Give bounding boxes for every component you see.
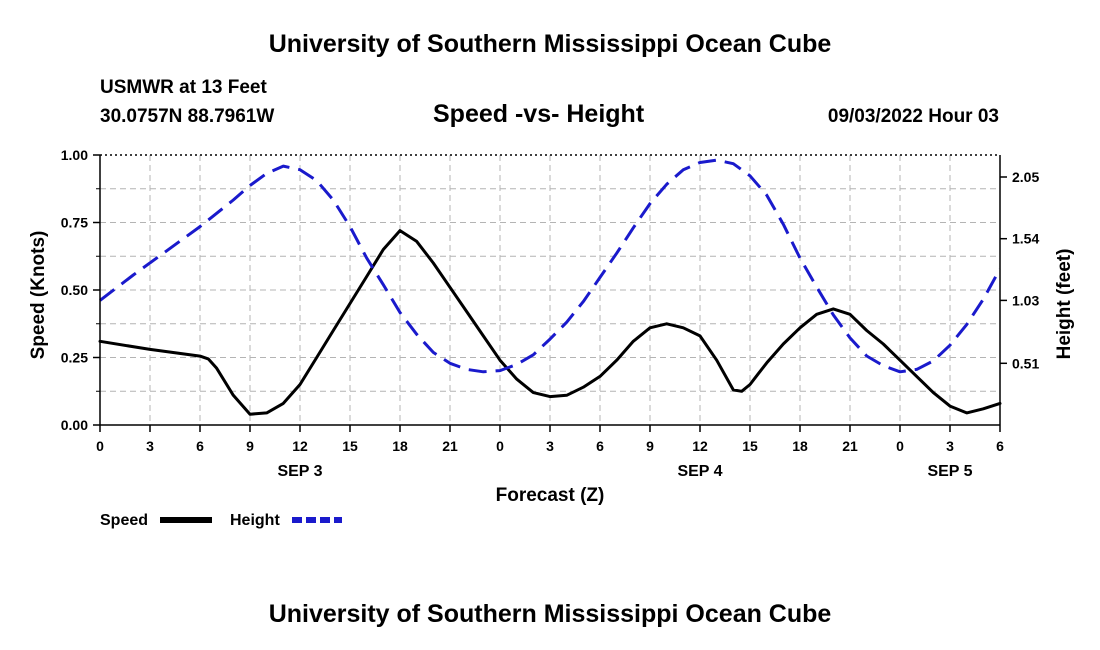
y2-tick-label: 1.03 bbox=[1012, 292, 1039, 308]
x-tick-label: 15 bbox=[342, 438, 358, 454]
y-axis-title: Speed (Knots) bbox=[28, 231, 49, 360]
y-tick-label: 0.75 bbox=[61, 215, 88, 231]
x-axis-title: Forecast (Z) bbox=[496, 485, 605, 506]
x-tick-label: 21 bbox=[842, 438, 858, 454]
grid-lines bbox=[100, 154, 1000, 425]
y2-tick-label: 0.51 bbox=[1012, 355, 1039, 371]
legend-label-speed: Speed bbox=[100, 512, 148, 529]
x-tick-label: 12 bbox=[692, 438, 708, 454]
legend-label-height: Height bbox=[230, 512, 280, 529]
x-tick-label: 0 bbox=[496, 438, 504, 454]
station-name: USMWR at 13 Feet bbox=[100, 77, 267, 98]
axes bbox=[93, 154, 1007, 432]
x-tick-label: 0 bbox=[96, 438, 104, 454]
y2-tick-label: 2.05 bbox=[1012, 169, 1039, 185]
x-tick-label: 0 bbox=[896, 438, 904, 454]
footer-title: University of Southern Mississippi Ocean… bbox=[268, 600, 832, 628]
axis-labels: 0.00 0.25 0.50 0.75 1.00 0.51 1.03 1.54 2.05 0 3 6 9… bbox=[28, 147, 1075, 506]
y2-tick-label: 1.54 bbox=[1012, 231, 1039, 247]
x-tick-label: 6 bbox=[996, 438, 1004, 454]
x-tick-label: 9 bbox=[646, 438, 654, 454]
date-label: SEP 5 bbox=[927, 463, 972, 480]
legend: Speed Height bbox=[100, 512, 342, 529]
x-tick-label: 21 bbox=[442, 438, 458, 454]
x-tick-label: 12 bbox=[292, 438, 308, 454]
date-label: SEP 4 bbox=[677, 463, 722, 480]
x-tick-label: 3 bbox=[146, 438, 154, 454]
y-tick-label: 0.25 bbox=[61, 350, 88, 366]
y-tick-label: 1.00 bbox=[61, 147, 88, 163]
x-tick-label: 18 bbox=[792, 438, 808, 454]
series-line-height bbox=[99, 158, 1002, 374]
chart-title: Speed -vs- Height bbox=[433, 100, 645, 128]
x-tick-label: 6 bbox=[196, 438, 204, 454]
x-tick-label: 6 bbox=[596, 438, 604, 454]
date-label: SEP 3 bbox=[277, 463, 322, 480]
x-tick-label: 15 bbox=[742, 438, 758, 454]
series-line-speed bbox=[98, 229, 1002, 416]
y-tick-label: 0.00 bbox=[61, 417, 88, 433]
y-tick-label: 0.50 bbox=[61, 282, 88, 298]
forecast-datetime: 09/03/2022 Hour 03 bbox=[827, 106, 999, 127]
x-tick-label: 3 bbox=[946, 438, 954, 454]
x-tick-label: 18 bbox=[392, 438, 408, 454]
y2-axis-title: Height (feet) bbox=[1054, 249, 1075, 360]
series-layer bbox=[98, 158, 1002, 416]
page-title: University of Southern Mississippi Ocean… bbox=[268, 30, 832, 58]
x-tick-label: 9 bbox=[246, 438, 254, 454]
station-coordinates: 30.0757N 88.7961W bbox=[100, 106, 275, 127]
x-tick-label: 3 bbox=[546, 438, 554, 454]
